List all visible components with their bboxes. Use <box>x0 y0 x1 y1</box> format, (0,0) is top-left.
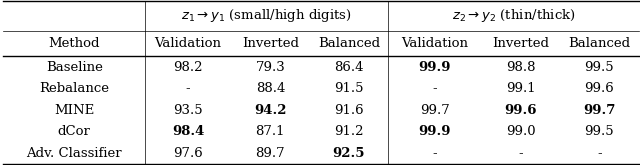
Text: 89.7: 89.7 <box>255 147 285 160</box>
Text: 99.5: 99.5 <box>584 61 614 74</box>
Text: $z_2 \rightarrow y_2$ (thin/thick): $z_2 \rightarrow y_2$ (thin/thick) <box>452 7 575 24</box>
Text: Method: Method <box>49 37 100 50</box>
Text: 98.4: 98.4 <box>172 125 204 138</box>
Text: Inverted: Inverted <box>242 37 299 50</box>
Text: 92.5: 92.5 <box>333 147 365 160</box>
Text: 79.3: 79.3 <box>255 61 285 74</box>
Text: 99.7: 99.7 <box>420 104 450 117</box>
Text: -: - <box>597 147 602 160</box>
Text: 94.2: 94.2 <box>254 104 287 117</box>
Text: Validation: Validation <box>401 37 468 50</box>
Text: -: - <box>433 147 437 160</box>
Text: 99.5: 99.5 <box>584 125 614 138</box>
Text: Balanced: Balanced <box>568 37 630 50</box>
Text: 98.2: 98.2 <box>173 61 203 74</box>
Text: dCor: dCor <box>58 125 91 138</box>
Text: Adv. Classifier: Adv. Classifier <box>26 147 122 160</box>
Text: Balanced: Balanced <box>318 37 380 50</box>
Text: 86.4: 86.4 <box>334 61 364 74</box>
Text: Validation: Validation <box>155 37 221 50</box>
Text: 91.2: 91.2 <box>334 125 364 138</box>
Text: Rebalance: Rebalance <box>39 82 109 95</box>
Text: 91.6: 91.6 <box>334 104 364 117</box>
Text: 99.1: 99.1 <box>506 82 536 95</box>
Text: 88.4: 88.4 <box>255 82 285 95</box>
Text: 99.7: 99.7 <box>583 104 616 117</box>
Text: 99.6: 99.6 <box>504 104 537 117</box>
Text: -: - <box>433 82 437 95</box>
Text: 87.1: 87.1 <box>255 125 285 138</box>
Text: 99.9: 99.9 <box>419 61 451 74</box>
Text: 99.6: 99.6 <box>584 82 614 95</box>
Text: $z_1 \rightarrow y_1$ (small/high digits): $z_1 \rightarrow y_1$ (small/high digits… <box>181 7 352 24</box>
Text: 99.9: 99.9 <box>419 125 451 138</box>
Text: 91.5: 91.5 <box>334 82 364 95</box>
Text: 99.0: 99.0 <box>506 125 536 138</box>
Text: Baseline: Baseline <box>45 61 102 74</box>
Text: -: - <box>518 147 523 160</box>
Text: 93.5: 93.5 <box>173 104 203 117</box>
Text: 98.8: 98.8 <box>506 61 536 74</box>
Text: Inverted: Inverted <box>492 37 549 50</box>
Text: MINE: MINE <box>54 104 94 117</box>
Text: 97.6: 97.6 <box>173 147 203 160</box>
Text: -: - <box>186 82 191 95</box>
